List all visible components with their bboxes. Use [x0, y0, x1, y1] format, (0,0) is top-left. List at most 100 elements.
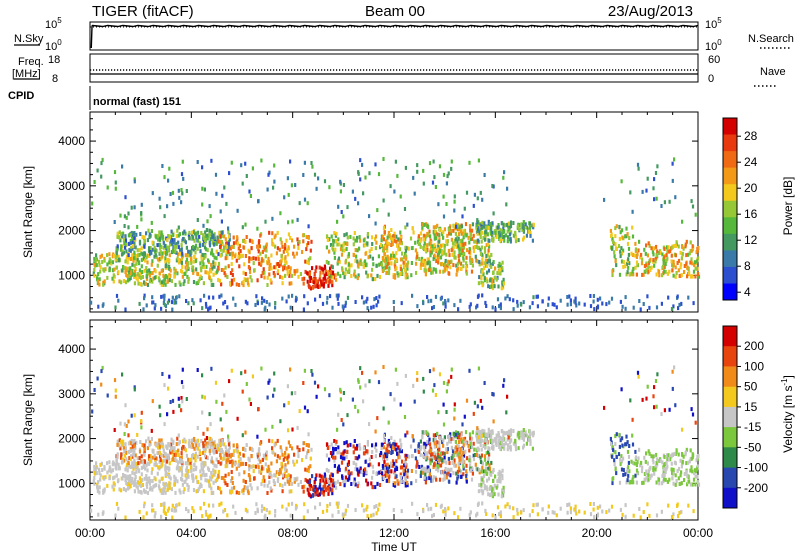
velocity-cell — [509, 432, 513, 436]
power-cell — [403, 260, 406, 265]
velocity-cell — [267, 464, 270, 469]
velocity-cell — [245, 443, 248, 447]
power-cell — [406, 266, 409, 271]
power-cell — [665, 245, 668, 250]
velocity-cell — [399, 443, 402, 448]
power-cell — [677, 268, 680, 273]
velocity-cell — [674, 452, 677, 456]
power-cell — [374, 234, 378, 239]
velocity-cell — [488, 463, 491, 468]
velocity-cell — [219, 453, 222, 457]
velocity-cell — [631, 433, 634, 438]
power-cell — [231, 268, 234, 273]
velocity-cell — [399, 465, 403, 470]
power-cell — [253, 268, 256, 273]
power-cell — [689, 240, 692, 245]
power-cell — [134, 245, 137, 250]
velocity-cell — [215, 449, 218, 454]
power-cell — [318, 277, 321, 282]
power-cell — [231, 244, 234, 249]
power-cell — [492, 260, 495, 264]
power-cell — [680, 262, 683, 267]
velocity-cell — [459, 437, 463, 442]
power-cell — [168, 166, 171, 171]
velocity-cell — [457, 435, 460, 440]
velocity-cell — [414, 448, 417, 453]
velocity-cell — [237, 462, 240, 467]
velocity-cell — [162, 491, 165, 495]
velocity-cell — [640, 469, 644, 474]
power-cell — [447, 259, 450, 264]
velocity-cell — [371, 450, 374, 454]
power-cell — [166, 258, 169, 262]
power-cell — [468, 160, 471, 165]
power-cell — [143, 280, 146, 285]
velocity-cell — [399, 472, 402, 477]
velocity-cell — [116, 442, 119, 447]
power-cell — [429, 240, 432, 245]
velocity-cell — [465, 473, 468, 478]
velocity-cell — [180, 455, 183, 460]
power-cell — [371, 267, 374, 272]
power-cell — [495, 228, 498, 233]
velocity-cell — [680, 464, 683, 469]
velocity-cell — [417, 442, 420, 447]
velocity-cell — [440, 470, 443, 475]
power-cell — [146, 238, 149, 243]
power-cell — [680, 256, 683, 261]
velocity-cell — [213, 440, 216, 445]
power-cell — [393, 262, 396, 267]
velocity-cell — [688, 459, 691, 464]
power-cell — [330, 264, 333, 269]
velocity-cell — [293, 462, 296, 467]
power-cell — [150, 229, 153, 233]
power-cell — [208, 232, 211, 237]
power-cell — [227, 241, 230, 246]
velocity-cell — [162, 481, 165, 486]
velocity-cell — [450, 445, 453, 450]
power-cell — [344, 303, 347, 308]
velocity-cell — [473, 447, 476, 452]
power-cell — [344, 271, 347, 276]
power-cell — [242, 245, 245, 250]
power-cell — [653, 177, 656, 182]
velocity-cell — [130, 438, 133, 443]
velocity-cell — [125, 451, 128, 455]
velocity-cell — [641, 480, 644, 485]
velocity-cell — [387, 438, 390, 443]
velocity-cell — [179, 490, 182, 495]
velocity-cell — [521, 435, 524, 440]
velocity-cell — [117, 478, 120, 483]
velocity-cell — [287, 460, 290, 465]
velocity-cell — [399, 475, 402, 479]
power-cell — [469, 255, 472, 260]
power-cell — [453, 223, 456, 228]
power-cell — [668, 199, 671, 204]
power-cell — [387, 230, 390, 235]
velocity-cell — [254, 464, 257, 469]
velocity-cell — [275, 470, 278, 475]
power-cell — [133, 250, 136, 255]
power-cell — [160, 306, 163, 311]
power-cell — [612, 239, 615, 244]
power-cell — [638, 239, 641, 244]
power-cell — [676, 294, 679, 299]
power-cell — [383, 258, 386, 263]
power-cell — [614, 242, 617, 247]
power-cell — [428, 229, 431, 234]
power-cell — [434, 294, 438, 299]
power-cell — [336, 258, 340, 263]
power-cell — [116, 247, 119, 252]
power-cell — [101, 303, 104, 308]
velocity-cell — [361, 370, 364, 375]
power-cell — [173, 266, 176, 271]
power-cell — [642, 302, 645, 306]
velocity-cell — [636, 460, 639, 465]
power-cell — [455, 222, 458, 227]
power-cell — [497, 264, 500, 268]
velocity-cell — [156, 442, 159, 447]
power-cell — [90, 300, 93, 305]
power-cell — [484, 261, 487, 266]
velocity-cell — [615, 455, 618, 459]
power-cell — [428, 161, 432, 166]
